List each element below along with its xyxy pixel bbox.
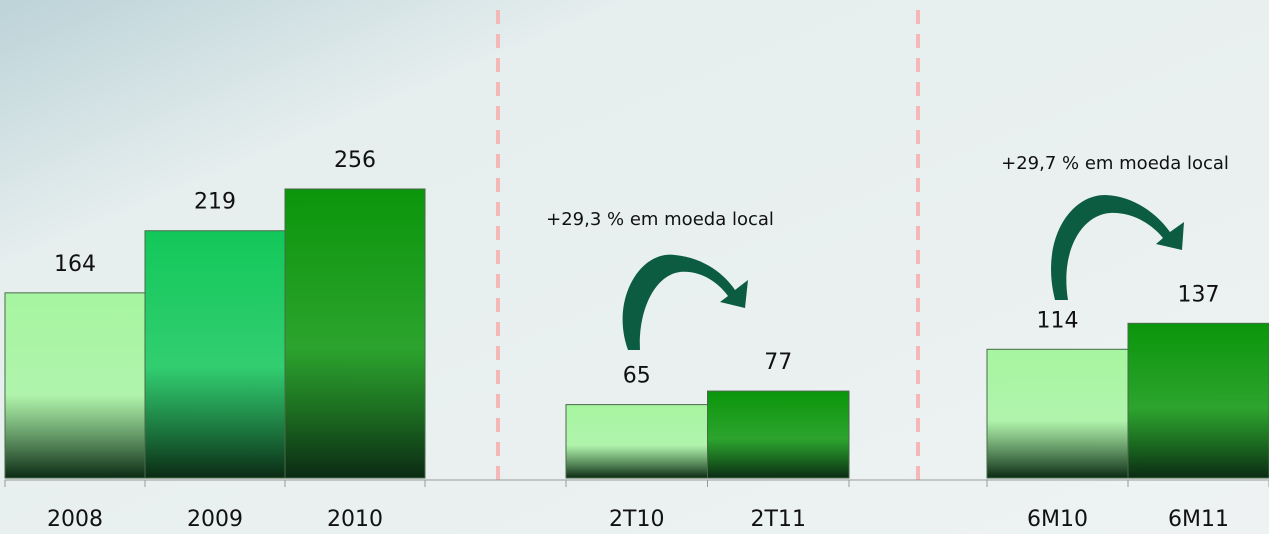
value-label: 114 bbox=[1037, 308, 1079, 333]
arrow bbox=[1051, 195, 1184, 300]
bar bbox=[4, 292, 146, 479]
annotation: +29,7 % em moeda local bbox=[1001, 153, 1229, 174]
x-tick-label: 6M11 bbox=[1168, 507, 1229, 532]
bar bbox=[986, 348, 1129, 479]
value-label: 77 bbox=[764, 350, 792, 375]
x-tick-label: 2008 bbox=[47, 507, 103, 532]
value-label: 256 bbox=[334, 148, 376, 173]
arrow bbox=[622, 254, 748, 350]
bar bbox=[565, 404, 708, 479]
bar bbox=[284, 188, 426, 479]
value-label: 164 bbox=[54, 252, 96, 277]
annotation: +29,3 % em moeda local bbox=[546, 209, 774, 230]
bar bbox=[144, 230, 286, 479]
bar bbox=[1127, 322, 1269, 479]
x-tick-label: 2010 bbox=[327, 507, 383, 532]
x-tick-label: 2T10 bbox=[609, 507, 664, 532]
x-tick-label: 2009 bbox=[187, 507, 243, 532]
x-tick-label: 6M10 bbox=[1027, 507, 1088, 532]
value-label: 65 bbox=[623, 364, 651, 389]
value-label: 219 bbox=[194, 190, 236, 215]
value-label: 137 bbox=[1178, 282, 1220, 307]
bar bbox=[707, 390, 850, 479]
x-tick-label: 2T11 bbox=[751, 507, 806, 532]
